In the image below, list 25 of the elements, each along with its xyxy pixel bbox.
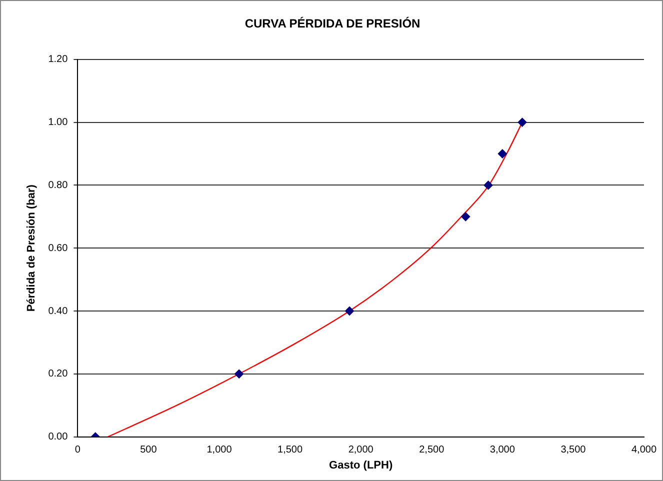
x-tick-label: 1,000 — [206, 444, 232, 456]
y-axis-title: Pérdida de Presión (bar) — [26, 184, 38, 312]
point — [234, 369, 244, 378]
y-tick-label: 1.00 — [48, 117, 68, 128]
y-tick-label: 0.20 — [48, 368, 68, 380]
x-tick-label: 500 — [140, 444, 158, 456]
point — [498, 149, 507, 158]
y-tick-label: 1.20 — [48, 54, 68, 66]
y-tick-label: 0.60 — [48, 242, 68, 254]
x-tick-label: 2,000 — [348, 444, 374, 456]
point — [345, 306, 354, 316]
point — [518, 118, 527, 127]
x-tick-label: 4,000 — [631, 444, 657, 456]
x-tick-label: 3,500 — [560, 444, 586, 456]
chart-title: CURVA PÉRDIDA DE PRESIÓN — [244, 16, 420, 31]
x-tick-label: 2,500 — [419, 444, 445, 456]
x-tick-label: 3,000 — [490, 444, 516, 456]
y-tick-label: 0.80 — [48, 180, 68, 191]
x-tick-label: 0 — [74, 444, 81, 456]
y-tick-label: 0.40 — [48, 306, 68, 317]
y-tick-label: 0.00 — [48, 432, 68, 443]
point — [461, 212, 470, 222]
x-tick-label: 1,500 — [278, 444, 303, 456]
point — [484, 180, 493, 190]
x-axis-title: Gasto (LPH) — [329, 459, 393, 472]
